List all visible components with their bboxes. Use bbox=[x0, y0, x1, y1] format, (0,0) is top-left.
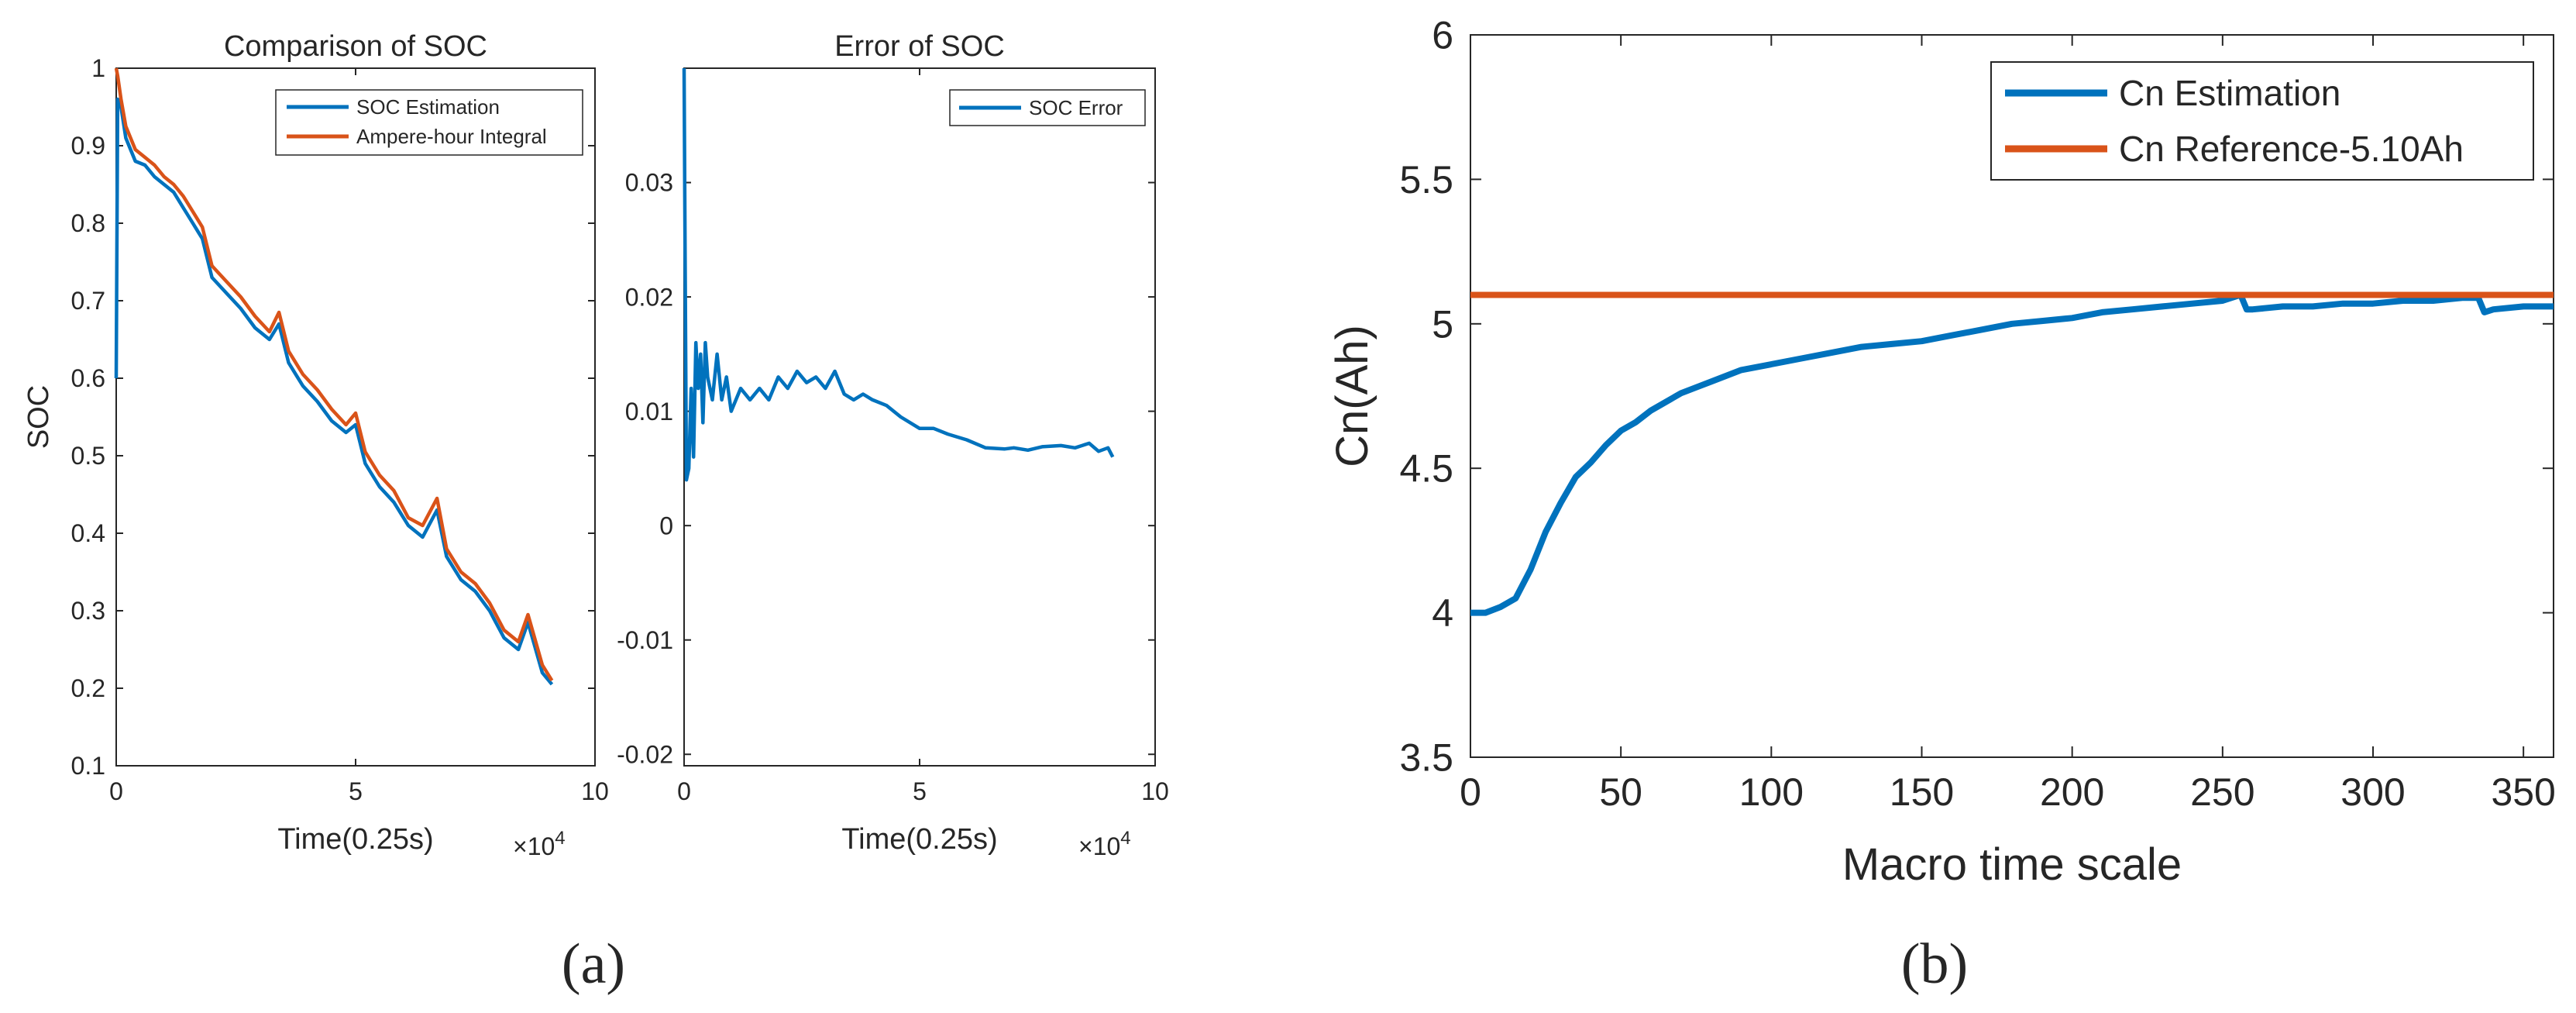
legend-label-cn-reference: Cn Reference-5.10Ah bbox=[2119, 129, 2464, 169]
y-tick-label: 0.01 bbox=[625, 398, 673, 426]
y-tick-label: 0.03 bbox=[625, 169, 673, 197]
plot-area bbox=[683, 67, 1156, 767]
x-ticks: 0 5 10 bbox=[677, 68, 1169, 805]
x-axis-label: Time(0.25s) bbox=[841, 823, 997, 856]
x-tick-label: 5 bbox=[349, 777, 363, 805]
chart-cn-estimation: Cn(Ah) Macro time scale 3.5 4 4.5 5 5.5 6 0 50… bbox=[1327, 14, 2556, 891]
y-tick-label: 0.5 bbox=[71, 442, 105, 470]
x-tick-label: 5 bbox=[913, 777, 927, 805]
x-ticks: 0 50 100 150 200 250 300 350 bbox=[1460, 35, 2556, 814]
x-tick-label: 200 bbox=[2040, 770, 2104, 814]
y-tick-label: -0.01 bbox=[617, 626, 673, 654]
y-tick-label: 0.2 bbox=[71, 674, 105, 702]
x-multiplier: ×104 bbox=[1078, 828, 1131, 860]
legend-label-ampere-hour: Ampere-hour Integral bbox=[356, 125, 547, 148]
panel-label-a: (a) bbox=[562, 932, 625, 996]
y-tick-label: -0.02 bbox=[617, 740, 673, 768]
series-line-ampere-hour-integral bbox=[114, 67, 554, 682]
x-tick-label: 150 bbox=[1890, 770, 1954, 814]
legend-box bbox=[275, 89, 583, 156]
x-axis-label: Macro time scale bbox=[1842, 839, 2182, 890]
legend: Cn Estimation Cn Reference-5.10Ah bbox=[1990, 61, 2534, 181]
y-tick-label: 0.8 bbox=[71, 209, 105, 237]
x-tick-label: 250 bbox=[2190, 770, 2254, 814]
x-tick-label: 10 bbox=[581, 777, 609, 805]
x-tick-label: 0 bbox=[1460, 770, 1481, 814]
y-tick-label: 0.1 bbox=[71, 752, 105, 780]
y-tick-label: 5 bbox=[1432, 302, 1453, 346]
y-tick-label: 5.5 bbox=[1399, 158, 1453, 202]
y-tick-label: 0.3 bbox=[71, 597, 105, 625]
x-ticks: 0 5 10 bbox=[109, 68, 609, 805]
y-tick-label: 0.9 bbox=[71, 132, 105, 160]
y-ticks: -0.02 -0.01 0 0.01 0.02 0.03 bbox=[617, 169, 1155, 768]
legend-label-soc-estimation: SOC Estimation bbox=[356, 95, 500, 119]
x-axis-label: Time(0.25s) bbox=[277, 823, 433, 856]
x-tick-label: 0 bbox=[109, 777, 123, 805]
legend: SOC Error bbox=[949, 89, 1146, 126]
y-tick-label: 0.6 bbox=[71, 364, 105, 392]
y-tick-label: 3.5 bbox=[1399, 736, 1453, 780]
y-tick-label: 1 bbox=[91, 54, 105, 82]
y-tick-label: 6 bbox=[1432, 14, 1453, 57]
legend: SOC Estimation Ampere-hour Integral bbox=[275, 89, 583, 156]
legend-box bbox=[1990, 61, 2534, 181]
series-line-soc-error bbox=[682, 67, 1115, 482]
y-ticks: 0.1 0.2 0.3 0.4 0.5 0.6 0.7 0.8 0.9 1 bbox=[71, 54, 595, 780]
x-tick-label: 0 bbox=[677, 777, 691, 805]
x-tick-label: 100 bbox=[1739, 770, 1804, 814]
y-ticks: 3.5 4 4.5 5 5.5 6 bbox=[1399, 14, 2554, 780]
y-axis-label: SOC bbox=[22, 385, 55, 449]
chart-title: Error of SOC bbox=[834, 30, 1005, 63]
x-tick-label: 10 bbox=[1141, 777, 1169, 805]
y-tick-label: 4.5 bbox=[1399, 447, 1453, 491]
series-line-soc-estimation bbox=[114, 97, 554, 686]
y-axis-label: Cn(Ah) bbox=[1327, 325, 1377, 467]
y-tick-label: 0 bbox=[659, 512, 673, 539]
y-tick-label: 0.02 bbox=[625, 283, 673, 311]
y-tick-label: 0.7 bbox=[71, 287, 105, 315]
series-lines bbox=[682, 67, 1115, 482]
chart-soc-error: Error of SOC Time(0.25s) ×104 -0.02 -0.01… bbox=[617, 30, 1169, 860]
y-tick-label: 0.4 bbox=[71, 519, 105, 547]
x-tick-label: 50 bbox=[1599, 770, 1642, 814]
legend-label-soc-error: SOC Error bbox=[1029, 96, 1123, 119]
series-line-cn-estimation bbox=[1470, 291, 2554, 616]
x-tick-label: 350 bbox=[2491, 770, 2555, 814]
chart-title: Comparison of SOC bbox=[224, 30, 487, 63]
series-lines bbox=[114, 67, 554, 686]
series-lines bbox=[1470, 291, 2554, 616]
chart-soc-comparison: Comparison of SOC SOC Time(0.25s) ×104 0… bbox=[22, 30, 609, 860]
panel-label-b: (b) bbox=[1901, 932, 1968, 996]
legend-label-cn-estimation: Cn Estimation bbox=[2119, 73, 2340, 113]
x-multiplier: ×104 bbox=[513, 828, 566, 860]
y-tick-label: 4 bbox=[1432, 591, 1453, 635]
x-tick-label: 300 bbox=[2340, 770, 2405, 814]
